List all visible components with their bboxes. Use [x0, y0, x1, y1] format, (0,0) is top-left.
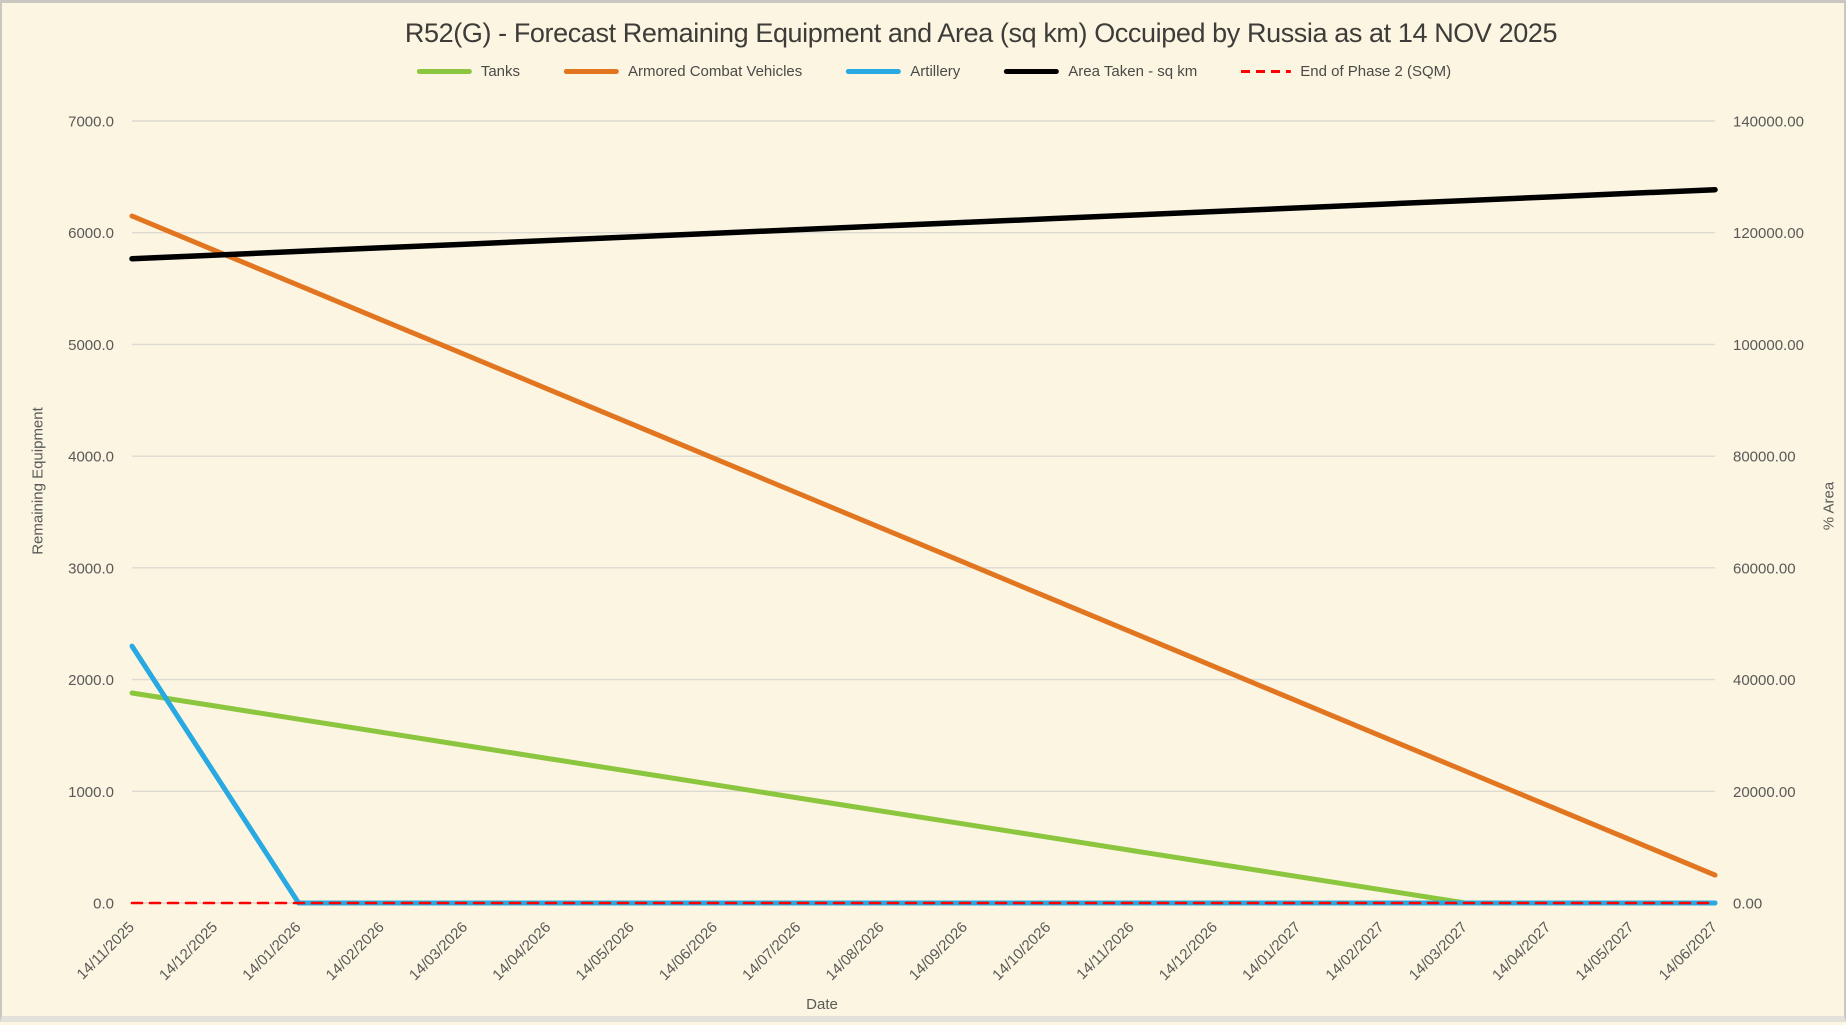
- legend-item-armored-combat-vehicles: Armored Combat Vehicles: [564, 63, 802, 80]
- x-axis-tick-label: 14/01/2026: [239, 919, 304, 984]
- right-axis-tick-label: 100000.00: [1733, 337, 1804, 354]
- legend-item-artillery: Artillery: [846, 63, 960, 80]
- x-axis-tick-label: 14/10/2026: [989, 919, 1054, 984]
- legend-swatch-area-taken-sq-km-icon: [1004, 69, 1060, 74]
- right-axis-tick-label: 0.00: [1733, 896, 1762, 913]
- left-axis-tick-label: 3000.0: [68, 560, 114, 577]
- x-axis-title: Date: [806, 996, 838, 1013]
- x-axis-tick-label: 14/04/2027: [1489, 919, 1554, 984]
- legend-swatch-artillery-icon: [846, 69, 902, 74]
- x-axis-tick-label: 14/02/2027: [1322, 919, 1387, 984]
- right-axis-tick-label: 80000.00: [1733, 449, 1796, 466]
- x-axis-tick-label: 14/07/2026: [739, 919, 804, 984]
- legend-item-tanks: Tanks: [416, 63, 521, 80]
- right-axis-tick-label: 60000.00: [1733, 560, 1796, 577]
- left-axis-tick-label: 2000.0: [68, 672, 114, 689]
- left-axis-tick-label: 4000.0: [68, 449, 114, 466]
- legend-label: End of Phase 2 (SQM): [1300, 63, 1452, 80]
- right-axis-tick-label: 20000.00: [1733, 784, 1796, 801]
- x-axis-tick-label: 14/03/2027: [1406, 919, 1471, 984]
- x-axis-tick-label: 14/05/2027: [1572, 919, 1637, 984]
- legend-swatch-armored-combat-vehicles-icon: [564, 69, 620, 74]
- series-line-tanks: [129, 690, 1718, 906]
- x-axis-tick-label: 14/09/2026: [906, 919, 971, 984]
- x-axis-tick-label: 14/05/2026: [573, 919, 638, 984]
- right-axis-tick-label: 140000.00: [1733, 114, 1804, 131]
- series-line-area-taken-sq-km: [129, 186, 1718, 262]
- x-axis-tick-label: 14/12/2025: [156, 919, 221, 984]
- x-axis-tick-label: 14/06/2026: [656, 919, 721, 984]
- x-axis-tick-label: 14/02/2026: [323, 919, 388, 984]
- right-axis-tick-label: 120000.00: [1733, 225, 1804, 242]
- series-line-armored-combat-vehicles: [129, 213, 1718, 878]
- legend: Tanks Armored Combat Vehicles Artillery Are…: [416, 63, 1451, 80]
- x-axis-tick-label: 14/11/2026: [1073, 919, 1137, 983]
- x-axis-tick-label: 14/03/2026: [406, 919, 471, 984]
- x-axis-tick-label: 14/01/2027: [1239, 919, 1304, 984]
- x-axis-tick-label: 14/12/2026: [1156, 919, 1221, 984]
- legend-item-end-of-phase-2-sqm: End of Phase 2 (SQM): [1241, 63, 1451, 80]
- legend-label: Area Taken - sq km: [1068, 63, 1198, 80]
- legend-label: Tanks: [480, 63, 521, 80]
- left-axis-tick-label: 1000.0: [68, 784, 114, 801]
- legend-item-area-taken-sq-km: Area Taken - sq km: [1004, 63, 1197, 80]
- left-axis-tick-label: 0.0: [93, 896, 114, 913]
- left-axis-tick-label: 6000.0: [68, 225, 114, 242]
- left-axis-tick-label: 7000.0: [68, 114, 114, 131]
- legend-swatch-tanks-icon: [416, 69, 472, 74]
- plot-area: 7000.0 140000.00 6000.0 120000.00 5000.0 1000…: [68, 114, 1804, 984]
- chart-title: R52(G) - Forecast Remaining Equipment an…: [404, 18, 1558, 48]
- right-axis-tick-label: 40000.00: [1733, 672, 1796, 689]
- x-axis-tick-label: 14/04/2026: [489, 919, 554, 984]
- legend-swatch-end-of-phase-2-sqm-icon: [1241, 70, 1292, 73]
- x-axis-tick-label: 14/08/2026: [823, 919, 888, 984]
- x-axis-tick-label: 14/06/2027: [1656, 919, 1721, 984]
- x-axis-tick-label: 14/11/2025: [74, 919, 138, 983]
- left-axis-tick-label: 5000.0: [68, 337, 114, 354]
- legend-label: Artillery: [910, 63, 961, 80]
- legend-label: Armored Combat Vehicles: [628, 63, 803, 80]
